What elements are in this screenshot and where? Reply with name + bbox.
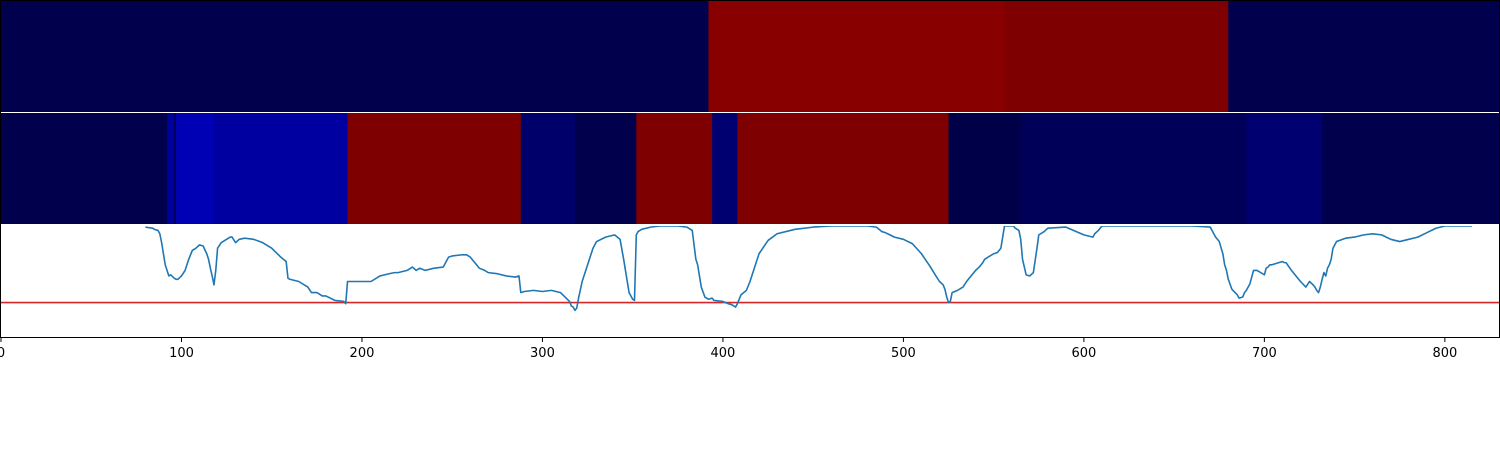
- heatmap-row-2-segment-4: [176, 113, 215, 224]
- series-line: [145, 225, 1472, 312]
- heatmap-row-top: [1, 1, 1500, 112]
- x-tick-label-8: 800: [1432, 346, 1457, 361]
- heatmap-row-2-segment-11: [737, 113, 950, 224]
- x-tick-label-2: 200: [350, 346, 375, 361]
- heatmap-row-1-segment-3: [1004, 1, 1229, 112]
- x-axis: 0 100 200 300 400 500 600 700 800: [0, 338, 1457, 361]
- heatmap-row-2-segment-2: [167, 113, 175, 224]
- x-tick-label-4: 400: [711, 346, 736, 361]
- heatmap-row-1-segment-2: [708, 1, 1006, 112]
- heatmap-row-2-segment-3: [174, 113, 177, 224]
- heatmap-row-2-segment-13: [1020, 113, 1247, 224]
- heatmap-row-2-segment-5: [213, 113, 349, 224]
- x-tick-label-6: 600: [1071, 346, 1096, 361]
- x-tick-label-3: 300: [530, 346, 555, 361]
- x-tick-label-7: 700: [1252, 346, 1277, 361]
- heatmap-row-2-segment-14: [1246, 113, 1323, 224]
- x-tick-label-0: 0: [0, 346, 5, 361]
- heatmap-row-2-segment-8: [574, 113, 637, 224]
- x-tick-label-5: 500: [891, 346, 916, 361]
- heatmap-row-2-segment-7: [520, 113, 576, 224]
- heatmap-row-1-segment-4: [1228, 1, 1500, 112]
- heatmap-row-2-segment-1: [1, 113, 168, 224]
- heatmap-row-1-segment-1: [1, 1, 710, 112]
- x-tick-label-1: 100: [169, 346, 194, 361]
- heatmap-row-2-segment-10: [712, 113, 738, 224]
- heatmap-row-2-segment-15: [1322, 113, 1500, 224]
- heatmap-row-middle: [1, 113, 1500, 224]
- line-panel: [0, 0, 1500, 338]
- heatmap-row-2-segment-6: [347, 113, 522, 224]
- heatmap-row-2-segment-12: [948, 113, 1022, 224]
- heatmap-row-2-segment-9: [636, 113, 713, 224]
